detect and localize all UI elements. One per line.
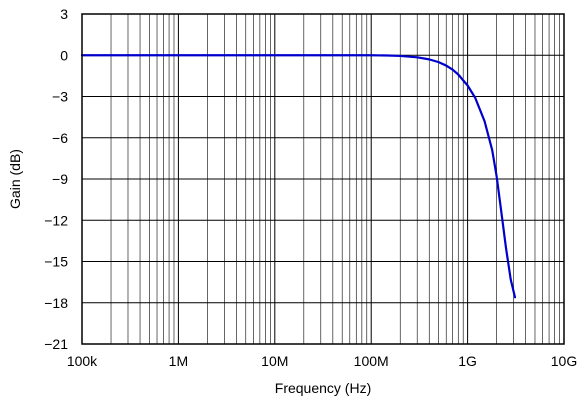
x-tick-labels: 100k 1M 10M 100M 1G 10G <box>67 353 577 369</box>
y-tick-label: −9 <box>52 171 68 187</box>
series-layer <box>80 54 517 299</box>
x-tick-label: 100M <box>354 353 389 369</box>
x-axis-title: Frequency (Hz) <box>275 380 371 396</box>
y-tick-label: 3 <box>60 6 68 22</box>
x-tick-label: 10G <box>551 353 577 369</box>
y-tick-labels: 3 0 −3 −6 −9 −12 −15 −18 −21 <box>44 6 68 352</box>
x-tick-label: 1M <box>169 353 188 369</box>
y-tick-label: 0 <box>60 47 68 63</box>
x-tick-label: 10M <box>261 353 288 369</box>
y-tick-label: −18 <box>44 295 68 311</box>
x-tick-label: 100k <box>67 353 98 369</box>
y-tick-label: −12 <box>44 212 68 228</box>
y-tick-label: −21 <box>44 336 68 352</box>
y-tick-label: −6 <box>52 130 68 146</box>
x-tick-label: 1G <box>458 353 477 369</box>
y-tick-label: −3 <box>52 89 68 105</box>
y-tick-label: −15 <box>44 254 68 270</box>
plot-frame <box>81 13 565 345</box>
series-line <box>80 54 517 299</box>
y-axis-title: Gain (dB) <box>7 149 23 209</box>
